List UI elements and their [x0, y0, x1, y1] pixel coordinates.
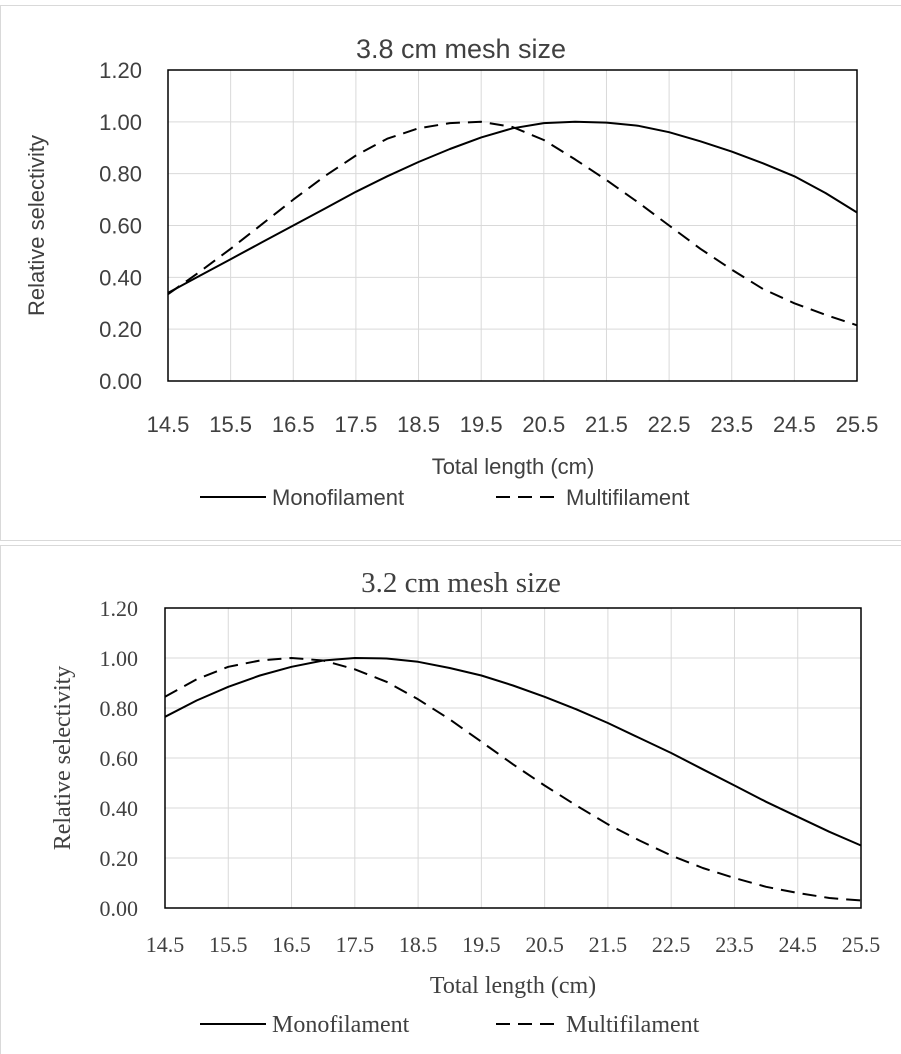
x-tick-label: 21.5	[585, 412, 628, 437]
x-tick-label: 19.5	[462, 932, 501, 957]
series-line-monofilament	[167, 120, 858, 294]
x-tick-label: 25.5	[836, 412, 879, 437]
y-tick-label: 1.20	[100, 596, 139, 621]
legend-label-multifilament: Multifilament	[566, 485, 689, 510]
x-tick-label: 17.5	[336, 932, 375, 957]
legend-label-monofilament: Monofilament	[272, 485, 404, 510]
y-tick-label: 0.40	[99, 265, 142, 290]
x-tick-label: 22.5	[648, 412, 691, 437]
x-tick-label: 14.5	[147, 412, 190, 437]
y-tick-label: 0.20	[99, 317, 142, 342]
plot-area-border	[167, 69, 858, 382]
x-tick-label: 21.5	[589, 932, 628, 957]
top-chart-frame	[0, 5, 901, 541]
x-tick-label: 16.5	[272, 412, 315, 437]
y-axis-label: Relative selectivity	[24, 135, 49, 316]
y-tick-label: 1.00	[100, 646, 139, 671]
x-tick-label: 20.5	[525, 932, 564, 957]
y-tick-label: 0.40	[100, 796, 139, 821]
y-tick-label: 0.20	[100, 846, 139, 871]
x-tick-label: 24.5	[773, 412, 816, 437]
chart-title: 3.8 cm mesh size	[356, 34, 566, 64]
legend-label-multifilament: Multifilament	[566, 1012, 700, 1038]
y-axis-label: Relative selectivity	[50, 666, 76, 851]
chart-3-8-cm-mesh: 14.5 15.5 16.5 17.5 18.5 19.5 20.5 21.5 22.5 23.5…	[24, 34, 878, 510]
y-tick-label: 1.20	[99, 58, 142, 83]
y-tick-label: 1.00	[99, 110, 142, 135]
x-axis-label: Total length (cm)	[432, 454, 595, 479]
x-tick-label: 22.5	[652, 932, 691, 957]
legend-label-monofilament: Monofilament	[272, 1012, 410, 1038]
x-tick-label: 15.5	[209, 412, 252, 437]
x-tick-label: 15.5	[209, 932, 248, 957]
x-tick-label: 18.5	[397, 412, 440, 437]
x-tick-label: 25.5	[842, 932, 881, 957]
x-tick-label: 20.5	[522, 412, 565, 437]
y-tick-label: 0.80	[100, 696, 139, 721]
x-tick-label: 23.5	[710, 412, 753, 437]
x-tick-label: 19.5	[460, 412, 503, 437]
y-tick-label: 0.60	[100, 746, 139, 771]
plot-area-border	[164, 607, 862, 909]
x-axis-label: Total length (cm)	[430, 973, 596, 999]
x-tick-label: 17.5	[334, 412, 377, 437]
chart-3-2-cm-mesh: 14.5 15.5 16.5 17.5 18.5 19.5 20.5 21.5 22.5 23.5…	[50, 567, 880, 1038]
x-tick-label: 23.5	[715, 932, 754, 957]
chart-title: 3.2 cm mesh size	[361, 567, 561, 599]
y-tick-label: 0.00	[100, 896, 139, 921]
series-line-multifilament	[164, 657, 862, 902]
series-line-multifilament	[167, 120, 858, 327]
x-tick-label: 18.5	[399, 932, 438, 957]
x-tick-label: 14.5	[146, 932, 185, 957]
y-tick-label: 0.00	[99, 369, 142, 394]
y-tick-label: 0.60	[99, 214, 142, 239]
y-tick-label: 0.80	[99, 162, 142, 187]
bottom-chart-frame	[0, 545, 901, 1054]
x-tick-label: 16.5	[272, 932, 311, 957]
series-line-monofilament	[164, 657, 862, 847]
x-tick-label: 24.5	[778, 932, 817, 957]
